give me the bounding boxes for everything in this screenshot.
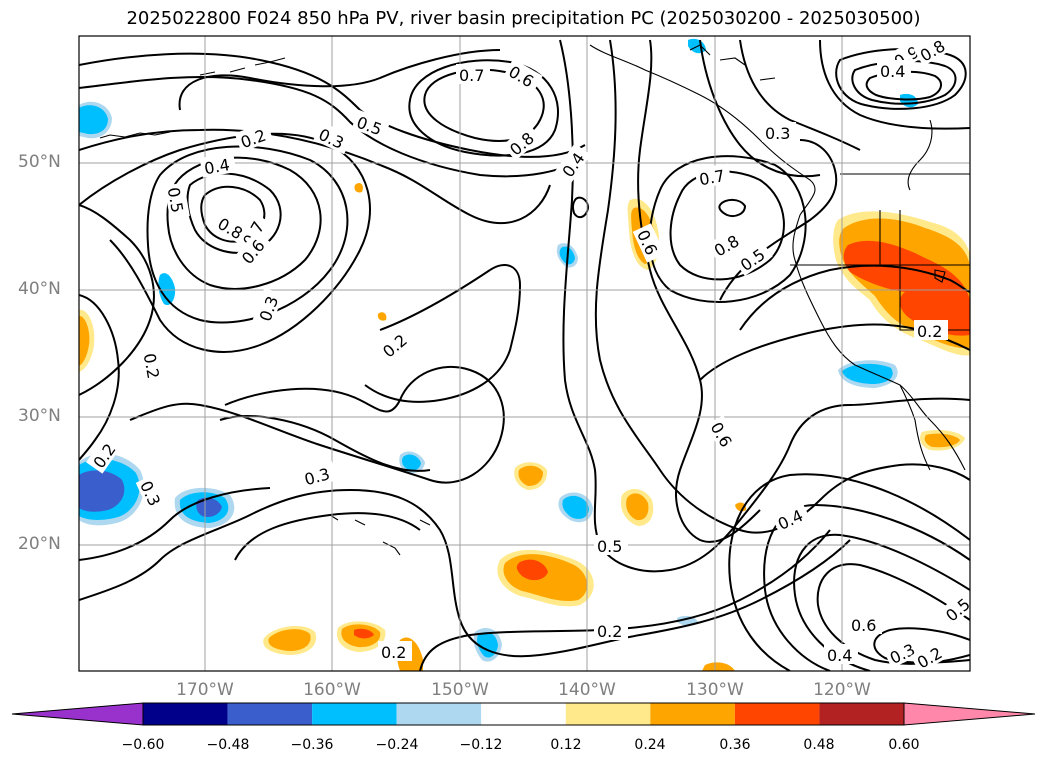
contour-label: 0.3 xyxy=(765,124,790,143)
colorbar-extension-high xyxy=(903,702,1036,726)
precip-shading xyxy=(79,38,970,671)
colorbar-segment xyxy=(650,703,735,725)
lon-label: 150°W xyxy=(431,680,489,700)
map-title: 2025022800 F024 850 hPa PV, river basin … xyxy=(126,8,921,29)
lat-label: 50°N xyxy=(18,152,61,172)
contour-label: 0.5 xyxy=(164,186,187,214)
colorbar-tick-label: −0.36 xyxy=(290,737,334,753)
colorbar-segment xyxy=(481,703,566,725)
colorbar-tick-label: −0.60 xyxy=(121,737,165,753)
contour-label: 0.2 xyxy=(381,643,406,662)
colorbar-segment xyxy=(734,703,820,725)
contour-label: 0.2 xyxy=(140,352,163,380)
lon-label: 130°W xyxy=(686,680,744,700)
colorbar-tick-label: 0.24 xyxy=(634,737,666,753)
contour-label: 0.5 xyxy=(597,537,622,556)
lon-label: 120°W xyxy=(813,680,871,700)
contour-label: 0.2 xyxy=(917,322,942,341)
colorbar xyxy=(11,702,1036,726)
lon-label: 170°W xyxy=(176,680,234,700)
colorbar-extension-low xyxy=(11,702,144,726)
lon-label: 160°W xyxy=(303,680,361,700)
colorbar-segment xyxy=(819,703,904,725)
gridlines xyxy=(79,36,970,671)
lat-label: 20°N xyxy=(18,534,61,554)
lat-label: 30°N xyxy=(18,406,61,426)
colorbar-tick-label: −0.12 xyxy=(459,737,503,753)
pv-contours xyxy=(79,39,970,671)
lon-label: 140°W xyxy=(558,680,616,700)
coastline xyxy=(99,44,970,556)
colorbar-tick-label: −0.24 xyxy=(375,737,419,753)
colorbar-segment xyxy=(396,703,482,725)
map-frame xyxy=(78,35,971,672)
contour-label: 0.6 xyxy=(851,616,876,635)
colorbar-tick-label: −0.48 xyxy=(206,737,250,753)
colorbar-segment xyxy=(227,703,313,725)
colorbar-segment xyxy=(565,703,651,725)
colorbar-tick-label: 0.36 xyxy=(719,737,751,753)
contour-label: 0.7 xyxy=(459,66,484,85)
map-area: 0.7 0.6 0.5 0.8 0.2 0.3 0.4 0.5 0.8 0.7 … xyxy=(79,36,970,671)
colorbar-tick-label: 0.12 xyxy=(550,737,582,753)
colorbar-tick-label: 0.60 xyxy=(888,737,920,753)
colorbar-segment xyxy=(312,703,397,725)
lat-label: 40°N xyxy=(18,279,61,299)
contour-label: 0.4 xyxy=(880,62,905,81)
colorbar-segment xyxy=(143,703,228,725)
contour-label: 0.4 xyxy=(203,155,231,178)
contour-label: 0.4 xyxy=(827,646,852,665)
contour-label: 0.2 xyxy=(597,622,622,641)
colorbar-tick-label: 0.48 xyxy=(803,737,835,753)
contour-label: 0.7 xyxy=(698,166,726,189)
